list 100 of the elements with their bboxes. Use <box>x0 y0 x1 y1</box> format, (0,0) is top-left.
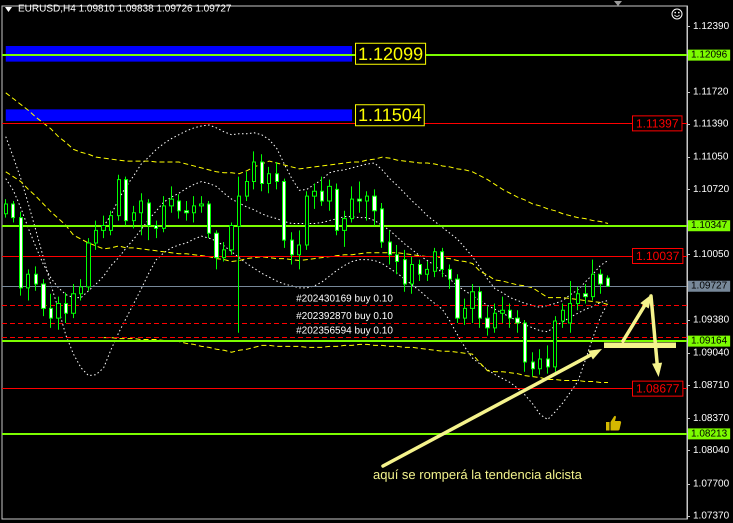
candlestick <box>395 244 399 275</box>
candlestick <box>290 232 294 265</box>
candlestick <box>94 220 98 250</box>
candlestick <box>478 286 482 328</box>
candlestick <box>553 316 557 372</box>
candlestick <box>101 215 106 239</box>
y-tick-label: 1.08040 <box>693 445 730 456</box>
candlestick <box>493 302 497 334</box>
candlestick <box>139 192 143 236</box>
ref-line-label: 1.10347 <box>691 220 728 232</box>
candlestick <box>403 249 407 292</box>
y-tick-label: 1.08710 <box>693 380 730 391</box>
band-label: 1.12099 <box>358 44 424 64</box>
candlestick <box>222 242 226 262</box>
candlestick <box>132 205 136 229</box>
candlestick <box>34 266 38 292</box>
annotation: aquí se romperá la tendencia alcista <box>373 467 583 482</box>
candlestick <box>388 230 392 265</box>
candlestick <box>425 261 429 282</box>
candlestick <box>154 220 158 239</box>
ref-line-label: 1.09727 <box>691 280 728 292</box>
candlestick <box>305 190 309 250</box>
candlestick <box>252 150 256 190</box>
ref-line-label: 1.10037 <box>636 248 680 263</box>
y-tick-label: 1.09040 <box>693 348 730 359</box>
y-tick-label: 1.08370 <box>693 413 730 424</box>
candlestick <box>207 200 211 239</box>
chart-title: EURUSD,H4 1.09810 1.09838 1.09726 1.09727 <box>18 4 232 14</box>
candlestick <box>19 211 23 296</box>
y-tick-label: 1.10050 <box>693 249 730 260</box>
candlestick <box>327 179 332 212</box>
candlestick <box>71 283 76 319</box>
candlestick <box>117 174 121 222</box>
candlestick <box>26 268 30 302</box>
candlestick <box>448 264 452 290</box>
ref-line-label: #202392870 buy 0.10 <box>296 310 394 322</box>
candlestick <box>508 302 512 328</box>
candlestick <box>109 210 113 236</box>
ref-line-label: 1.09164 <box>691 336 728 347</box>
candlestick <box>561 302 565 328</box>
ref-line-label: #202430169 buy 0.10 <box>296 293 394 304</box>
candlestick <box>372 188 377 226</box>
ref-line-label: 1.11397 <box>636 116 679 130</box>
ref-line-label: 1.08677 <box>636 382 680 396</box>
candlestick <box>500 296 505 324</box>
candlestick <box>350 186 354 224</box>
y-tick-label: 1.10720 <box>693 184 730 195</box>
y-tick-label: 1.11720 <box>693 86 729 98</box>
y-tick-label: 1.11050 <box>693 152 729 163</box>
y-tick-label: 1.07370 <box>693 510 730 522</box>
candlestick <box>583 283 588 304</box>
candlestick <box>591 259 595 302</box>
candlestick <box>342 210 347 248</box>
y-tick-label: 1.12390 <box>693 20 730 32</box>
candlestick <box>335 183 339 236</box>
candlestick <box>297 230 301 270</box>
candlestick <box>229 222 234 256</box>
candlestick <box>177 194 181 220</box>
candlestick <box>410 256 414 294</box>
candlestick <box>11 200 15 224</box>
candlestick <box>568 280 572 334</box>
candlestick <box>463 298 467 326</box>
candlestick <box>365 190 369 222</box>
candlestick <box>470 283 475 324</box>
candlestick <box>440 247 444 278</box>
y-tick-label: 1.07700 <box>693 478 730 490</box>
candlestick <box>79 278 83 302</box>
candlestick <box>546 344 550 374</box>
candlestick <box>606 274 610 287</box>
candlestick <box>418 259 422 282</box>
line-series <box>103 124 608 308</box>
ref-line-label: 1.12096 <box>691 50 728 61</box>
candlestick <box>433 247 437 278</box>
ref-line-label: #202356594 buy 0.10 <box>296 326 394 337</box>
y-tick-label: 1.09380 <box>693 314 730 326</box>
candlestick <box>192 196 196 224</box>
candlestick <box>199 196 204 214</box>
candlestick <box>169 186 174 214</box>
ref-line-label: 1.08213 <box>691 428 728 440</box>
candlestick <box>86 238 91 292</box>
candlestick <box>312 183 317 210</box>
candlestick <box>147 198 151 241</box>
candlestick <box>598 268 603 294</box>
candlestick <box>576 286 580 311</box>
candlestick <box>538 348 542 376</box>
line-series <box>103 337 608 383</box>
line-series <box>5 171 608 305</box>
candlestick <box>531 352 535 378</box>
candlestick <box>260 154 264 192</box>
candlestick <box>184 200 189 222</box>
candlestick <box>455 274 460 324</box>
candlestick <box>4 198 8 218</box>
candlestick <box>320 176 324 206</box>
candlestick <box>245 171 249 202</box>
candlestick <box>56 296 61 330</box>
y-tick-label: 1.11390 <box>693 118 729 130</box>
candlestick <box>214 230 219 270</box>
candlestick <box>49 293 53 328</box>
candlestick <box>124 176 128 226</box>
candlestick <box>380 202 384 248</box>
